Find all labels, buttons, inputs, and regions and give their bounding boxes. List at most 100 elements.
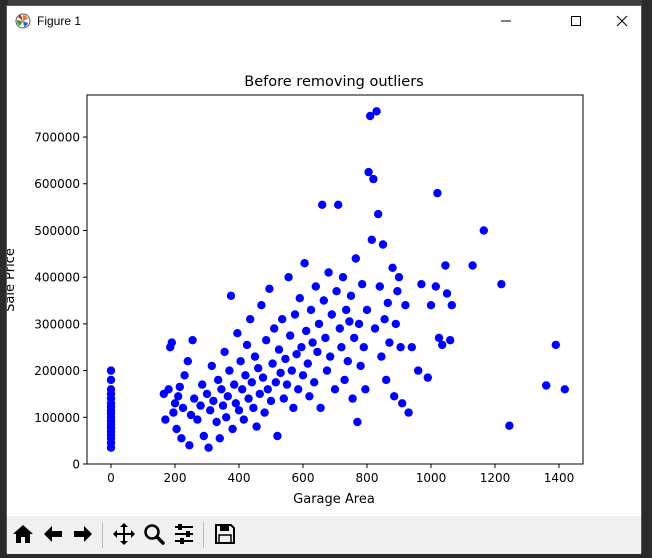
toolbar-separator	[203, 522, 204, 548]
data-point	[390, 392, 399, 401]
data-point	[426, 301, 436, 310]
y-tick-label: 500000	[34, 224, 80, 238]
data-point	[262, 336, 271, 345]
data-point	[188, 336, 197, 345]
data-point	[270, 324, 279, 333]
x-tick-label: 1200	[480, 471, 511, 485]
home-button[interactable]	[9, 520, 37, 548]
data-point	[447, 301, 456, 310]
pan-button[interactable]	[110, 520, 138, 548]
data-point	[249, 403, 258, 413]
window-title: Figure 1	[37, 14, 82, 28]
data-point	[260, 408, 269, 417]
data-point	[354, 319, 364, 329]
data-point	[268, 359, 277, 368]
save-icon	[215, 524, 235, 544]
data-point	[239, 415, 248, 424]
data-point	[252, 422, 261, 431]
data-point	[273, 431, 282, 441]
data-point	[351, 254, 360, 263]
data-point	[505, 421, 514, 430]
forward-arrow-icon	[74, 526, 92, 542]
data-point	[247, 378, 256, 387]
back-arrow-icon	[44, 526, 62, 542]
data-point	[394, 273, 404, 282]
data-point	[326, 352, 335, 361]
data-point	[362, 305, 372, 315]
data-point	[414, 366, 423, 375]
data-point	[263, 385, 272, 394]
home-icon	[13, 525, 33, 543]
data-point	[286, 331, 295, 340]
data-point	[342, 305, 351, 315]
data-point	[340, 375, 349, 385]
data-point	[364, 167, 373, 177]
data-point	[241, 371, 250, 380]
x-tick-label: 0	[107, 471, 115, 485]
data-point	[198, 380, 207, 389]
data-point	[353, 417, 362, 427]
back-button[interactable]	[39, 520, 67, 548]
zoom-button[interactable]	[140, 520, 168, 548]
save-button[interactable]	[211, 520, 239, 548]
data-point	[383, 298, 392, 308]
close-button[interactable]	[599, 6, 645, 36]
data-point	[294, 385, 303, 394]
data-point	[231, 399, 240, 408]
data-point	[346, 291, 356, 300]
data-point	[319, 296, 328, 305]
data-point	[382, 375, 391, 385]
data-point	[438, 340, 447, 350]
data-point	[407, 343, 416, 352]
figure-window: Figure 1 Before removing outliers 0 10000…	[3, 5, 642, 554]
data-point	[497, 280, 506, 289]
data-point	[423, 373, 432, 382]
data-point	[560, 385, 569, 394]
y-axis-ticks: 0 100000 200000 300000 400000 500000 600000 700…	[34, 131, 87, 472]
data-point	[303, 359, 312, 368]
background-editor-strip	[0, 0, 652, 6]
data-point	[290, 310, 300, 319]
data-point	[348, 394, 357, 403]
data-point	[215, 434, 224, 443]
data-point	[374, 209, 383, 219]
data-point	[106, 366, 116, 375]
title-bar[interactable]: Figure 1	[7, 6, 641, 36]
data-point	[380, 315, 389, 324]
forward-button[interactable]	[69, 520, 97, 548]
configure-subplots-button[interactable]	[170, 520, 198, 548]
data-point	[401, 301, 410, 310]
data-point	[279, 394, 288, 403]
y-tick-label: 700000	[34, 131, 80, 145]
data-point	[338, 273, 348, 282]
data-point	[356, 361, 365, 371]
data-point	[164, 385, 173, 394]
data-point	[178, 403, 188, 413]
data-point	[170, 399, 180, 408]
data-point	[306, 305, 316, 315]
minimize-button[interactable]	[483, 6, 529, 36]
data-point	[172, 424, 181, 434]
data-point	[175, 382, 184, 392]
data-point	[298, 371, 308, 380]
data-point	[202, 389, 212, 399]
data-point	[398, 399, 407, 408]
data-point	[345, 317, 354, 326]
data-point	[217, 385, 226, 394]
data-point	[244, 394, 253, 403]
maximize-button[interactable]	[553, 6, 599, 36]
y-tick-label: 100000	[34, 411, 80, 425]
figure-canvas[interactable]: Before removing outliers 0 100000 200000 30…	[3, 36, 641, 516]
data-point	[199, 431, 208, 441]
data-point	[361, 385, 370, 394]
data-point	[318, 200, 327, 209]
data-point	[359, 343, 368, 352]
x-tick-label: 1400	[544, 471, 575, 485]
data-point	[258, 373, 268, 382]
data-point	[223, 392, 232, 401]
data-point	[282, 380, 292, 389]
data-point	[321, 333, 330, 343]
data-point	[300, 259, 309, 268]
data-point	[332, 287, 341, 296]
data-point	[367, 235, 376, 244]
